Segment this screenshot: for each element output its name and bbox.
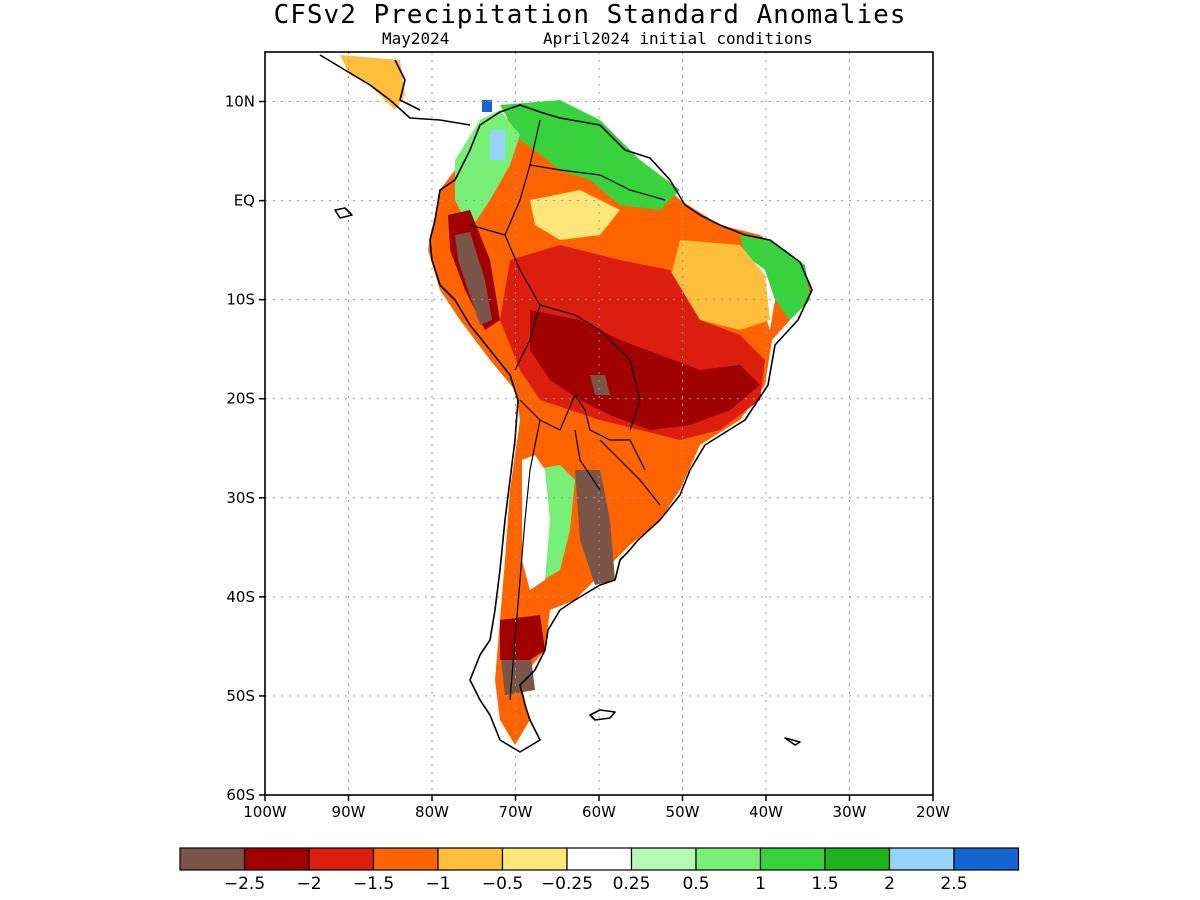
colorbar-label: 2: [884, 874, 895, 894]
colorbar-swatch: [566, 847, 633, 871]
central-america-coastline: [319, 54, 471, 126]
country-borders: [469, 119, 666, 701]
colorbar-swatch: [824, 847, 891, 871]
lon-tick-label: 100W: [243, 803, 287, 821]
anomaly-region-patagonia-dry: [500, 615, 545, 660]
lat-tick-label: 50S: [226, 687, 255, 705]
lon-tick-label: 60W: [582, 803, 616, 821]
colorbar-swatch: [243, 847, 310, 871]
lon-tick-label: 80W: [415, 803, 449, 821]
colorbar-label: −1: [425, 874, 450, 894]
colorbar-label: 0.5: [682, 874, 709, 894]
anomaly-region-central-very-dry: [530, 310, 760, 430]
colorbar-label: −0.25: [541, 874, 593, 894]
anomaly-region-chaco-white: [522, 455, 550, 590]
colorbar-labels: −2.5 −2 −1.5 −1 −0.5 −0.25 0.25 0.5 1 1.5 2 2.5: [224, 874, 968, 894]
colorbar-label: 1: [755, 874, 766, 894]
colorbar-swatch: [630, 847, 697, 871]
lat-tick-label: EQ: [234, 192, 255, 210]
colorbar-label: 0.25: [613, 874, 651, 894]
anomaly-region-northwest-very-wet: [482, 100, 492, 112]
lon-tick-label: 50W: [666, 803, 700, 821]
lon-tick-label: 90W: [332, 803, 366, 821]
map-title: CFSv2 Precipitation Standard Anomalies: [273, 0, 907, 30]
lat-tick-label: 30S: [226, 489, 255, 507]
colorbar-label: −0.5: [482, 874, 523, 894]
anomaly-region-amazon-light: [530, 190, 620, 240]
south-america-coastline: [429, 104, 813, 753]
anomaly-region-central-america: [340, 55, 405, 110]
colorbar-swatch: [179, 847, 246, 871]
colorbar-swatch: [888, 847, 955, 871]
colorbar-label: −2: [296, 874, 321, 894]
lat-tick-label: 20S: [226, 390, 255, 408]
colorbar-swatch: [501, 847, 568, 871]
anomaly-region-patagonia-extreme: [500, 650, 535, 695]
anomaly-region-andes-extreme: [455, 232, 492, 325]
colorbar-swatch: [437, 847, 504, 871]
anomaly-region-pampas-extreme: [575, 470, 615, 585]
colorbar-swatch: [308, 847, 375, 871]
colorbar-label: 2.5: [940, 874, 967, 894]
lon-tick-label: 30W: [833, 803, 867, 821]
lon-tick-label: 70W: [499, 803, 533, 821]
galapagos-islands: [334, 207, 353, 219]
anomaly-region-coast-blue: [490, 130, 505, 160]
lon-tick-label: 40W: [749, 803, 783, 821]
colorbar-label: −1.5: [353, 874, 394, 894]
lon-tick-label: 20W: [916, 803, 950, 821]
falkland-islands: [589, 709, 616, 721]
south-georgia: [784, 737, 801, 746]
lat-tick-label: 10S: [226, 291, 255, 309]
colorbar-swatch: [759, 847, 826, 871]
colorbar-swatches: [179, 847, 1020, 871]
anomaly-fill-layer: [340, 55, 812, 745]
colorbar-swatch: [953, 847, 1020, 871]
colorbar-swatch: [372, 847, 439, 871]
coastline: [319, 54, 813, 753]
anomaly-region-north-wet: [500, 100, 680, 210]
lat-tick-label: 60S: [226, 786, 255, 804]
anomaly-region-northeast-dry: [670, 240, 770, 330]
lat-tick-label: 10N: [225, 93, 255, 111]
colorbar-label: −2.5: [224, 874, 265, 894]
initial-conditions: April2024 initial conditions: [543, 29, 813, 48]
colorbar-label: 1.5: [811, 874, 838, 894]
anomaly-region-pantanal-extreme: [590, 375, 610, 395]
colorbar-swatch: [695, 847, 762, 871]
forecast-month: May2024: [382, 29, 450, 48]
lat-tick-label: 40S: [226, 588, 255, 606]
